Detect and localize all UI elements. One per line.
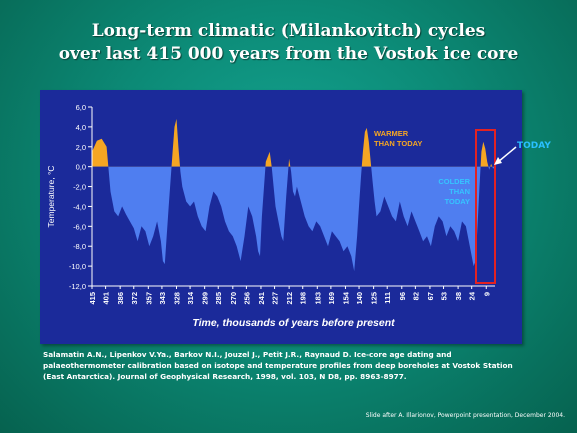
y-tick-label: -2,0 xyxy=(73,183,86,192)
colder-area xyxy=(92,166,495,272)
today-label: TODAY xyxy=(517,141,551,151)
colder-annotation: TODAY xyxy=(445,197,470,206)
title-line-1: Long-term climatic (Milankovitch) cycles xyxy=(91,21,486,41)
x-tick-label: 140 xyxy=(355,292,364,305)
x-axis-label: Time, thousands of years before present xyxy=(192,317,395,329)
chart-canvas: 6,0 4,0 2,0 0,0 -2,0 -4,0 -6,0 -8,0 -10,0 -12,041… xyxy=(46,103,496,329)
x-tick-label: 241 xyxy=(257,292,266,305)
x-tick-label: 227 xyxy=(271,292,280,305)
x-tick-label: 415 xyxy=(88,292,97,305)
x-tick-label: 270 xyxy=(229,292,238,305)
y-tick-label: -8,0 xyxy=(73,242,86,251)
x-tick-label: 111 xyxy=(383,292,392,304)
x-tick-label: 183 xyxy=(313,292,322,305)
x-tick-label: 357 xyxy=(144,292,153,305)
colder-annotation: THAN xyxy=(449,187,470,196)
x-tick-label: 256 xyxy=(242,292,251,305)
x-tick-label: 24 xyxy=(468,291,477,300)
x-tick-label: 401 xyxy=(102,292,111,305)
x-tick-label: 169 xyxy=(327,292,336,305)
warmer-annotation: WARMER xyxy=(374,129,409,138)
y-tick-label: 2,0 xyxy=(76,143,86,152)
x-tick-label: 125 xyxy=(370,292,379,305)
x-tick-label: 38 xyxy=(454,292,463,300)
x-tick-label: 343 xyxy=(158,292,167,305)
x-tick-label: 154 xyxy=(341,291,350,304)
x-tick-label: 285 xyxy=(214,292,223,305)
title-line-2: over last 415 000 years from the Vostok … xyxy=(58,44,519,64)
x-tick-label: 299 xyxy=(201,292,210,305)
y-tick-label: 0,0 xyxy=(76,163,86,172)
x-tick-label: 67 xyxy=(426,292,435,300)
x-tick-label: 372 xyxy=(130,292,139,305)
y-tick-label: 4,0 xyxy=(76,123,86,132)
x-tick-label: 82 xyxy=(411,292,420,300)
slide-title: Long-term climatic (Milankovitch) cycles… xyxy=(0,20,577,66)
y-tick-label: -6,0 xyxy=(73,222,86,231)
x-tick-label: 386 xyxy=(116,292,125,305)
y-tick-label: -10,0 xyxy=(69,262,86,271)
x-tick-label: 212 xyxy=(285,292,294,305)
y-tick-label: 6,0 xyxy=(76,103,86,112)
y-axis-label: Temperature, °C xyxy=(46,166,56,228)
today-arrow-icon xyxy=(494,146,517,165)
temperature-chart: 6,0 4,0 2,0 0,0 -2,0 -4,0 -6,0 -8,0 -10,0 -12,0 41… xyxy=(40,90,522,344)
y-tick-label: -12,0 xyxy=(69,282,86,291)
x-tick-label: 198 xyxy=(299,292,308,305)
reference-text: Salamatin A.N., Lipenkov V.Ya., Barkov N… xyxy=(43,350,513,381)
x-tick-label: 96 xyxy=(398,292,407,300)
x-tick-label: 9 xyxy=(482,292,491,296)
y-tick-label: -4,0 xyxy=(73,202,86,211)
today-highlight-box xyxy=(475,129,496,284)
x-tick-label: 328 xyxy=(172,292,181,305)
slide-credit: Slide after A. Illarionov, Powerpoint pr… xyxy=(365,412,565,419)
x-tick-label: 53 xyxy=(440,292,449,300)
x-tick-label: 314 xyxy=(186,291,195,304)
colder-annotation: COLDER xyxy=(438,177,470,186)
warmer-annotation: THAN TODAY xyxy=(374,139,422,148)
